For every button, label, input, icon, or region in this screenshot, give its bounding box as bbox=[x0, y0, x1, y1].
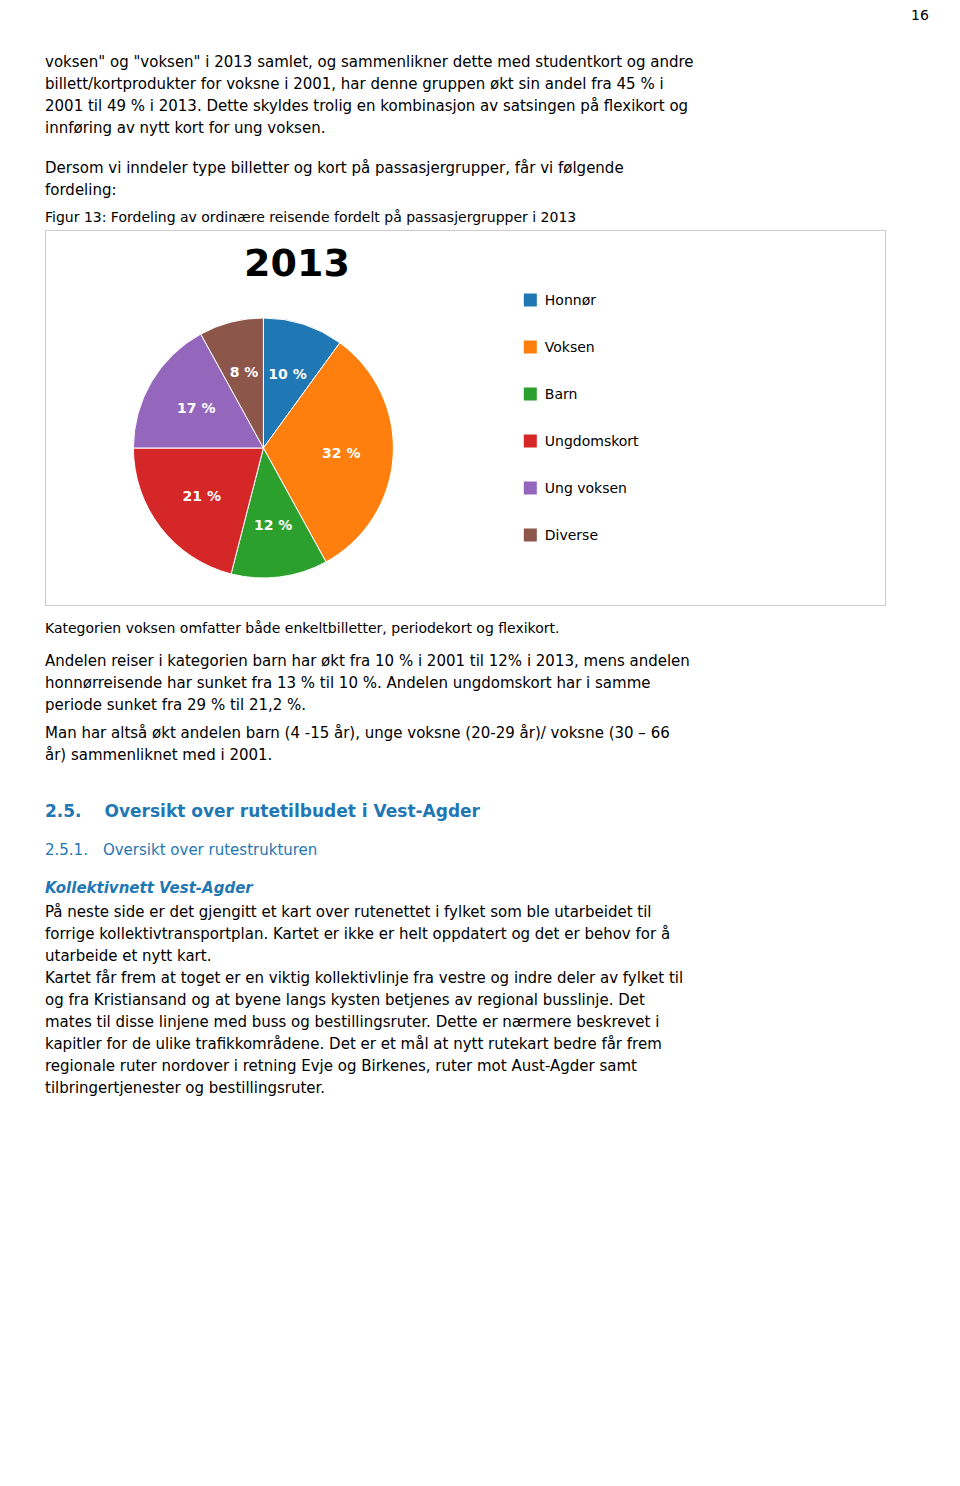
legend-label: Diverse bbox=[545, 527, 598, 543]
body-text: fordeling: bbox=[45, 181, 117, 199]
page: 16 voksen" og "voksen" i 2013 samlet, og … bbox=[0, 0, 960, 1486]
body-text: tilbringertjenester og bestillingsruter. bbox=[45, 1079, 325, 1097]
data-label: 32 % bbox=[322, 445, 360, 461]
pie-slice bbox=[133, 448, 263, 574]
figure-label: Figur 13: Fordeling av ordinære reisende… bbox=[45, 209, 576, 225]
data-label: 12 % bbox=[254, 517, 292, 533]
heading: Kollektivnett Vest-Agder bbox=[45, 879, 254, 897]
body-text: Man har altså økt andelen barn (4 -15 år… bbox=[45, 724, 670, 742]
legend-label: Ung voksen bbox=[545, 480, 627, 496]
legend-swatch bbox=[524, 388, 537, 401]
body-text: år) sammenliknet med i 2001. bbox=[45, 746, 272, 764]
pie-slice bbox=[201, 318, 264, 448]
legend-swatch bbox=[524, 341, 537, 354]
data-label: 10 % bbox=[268, 366, 306, 382]
legend-label: Voksen bbox=[545, 339, 595, 355]
body-text: honnørreisende har sunket fra 13 % til 1… bbox=[45, 674, 651, 692]
body-text: utarbeide et nytt kart. bbox=[45, 947, 211, 965]
legend-swatch bbox=[524, 482, 537, 495]
pie: 10 % 32 % 12 % 21 % 17 % 8 % bbox=[133, 318, 393, 578]
legend-swatch bbox=[524, 435, 537, 448]
data-label: 21 % bbox=[183, 488, 221, 504]
chart: 2013 10 % 32 % 12 % 21 % 17 % 8 % Honnør Voksen B… bbox=[133, 241, 639, 578]
body-text: regionale ruter nordover i retning Evje … bbox=[45, 1057, 637, 1075]
subsection-title: 2.5.1. Oversikt over rutestrukturen bbox=[45, 841, 317, 859]
body-text: mates til disse linjene med buss og best… bbox=[45, 1013, 659, 1031]
legend: Honnør Voksen Barn Ungdomskort Ung voksen Div… bbox=[524, 292, 639, 543]
body-text: periode sunket fra 29 % til 21,2 %. bbox=[45, 696, 306, 714]
caption: Kategorien voksen omfatter både enkeltbi… bbox=[45, 620, 559, 636]
chart-title: 2013 bbox=[244, 241, 350, 285]
body-text: billett/kortprodukter for voksne i 2001,… bbox=[45, 75, 664, 93]
body-text: og fra Kristiansand og at byene langs ky… bbox=[45, 991, 645, 1009]
legend-label: Barn bbox=[545, 386, 578, 402]
body-text: Andelen reiser i kategorien barn har økt… bbox=[45, 652, 690, 670]
body-text: kapitler for de ulike trafikkområdene. D… bbox=[45, 1035, 662, 1053]
body-text: forrige kollektivtransportplan. Kartet e… bbox=[45, 925, 670, 943]
legend-label: Ungdomskort bbox=[545, 433, 639, 449]
body-text: Kartet får frem at toget er en viktig ko… bbox=[45, 969, 683, 987]
legend-swatch bbox=[524, 294, 537, 307]
body-text: På neste side er det gjengitt et kart ov… bbox=[45, 903, 652, 921]
data-label: 17 % bbox=[177, 400, 215, 416]
chart-frame bbox=[46, 231, 886, 606]
page-number: 16 bbox=[911, 7, 929, 23]
body-text: voksen" og "voksen" i 2013 samlet, og sa… bbox=[45, 53, 694, 71]
data-label: 8 % bbox=[230, 364, 259, 380]
body-text: innføring av nytt kort for ung voksen. bbox=[45, 119, 325, 137]
body-text: Dersom vi inndeler type billetter og kor… bbox=[45, 159, 624, 177]
section-title: 2.5. Oversikt over rutetilbudet i Vest-A… bbox=[45, 801, 481, 821]
body-text: 2001 til 49 % i 2013. Dette skyldes trol… bbox=[45, 97, 688, 115]
legend-swatch bbox=[524, 529, 537, 542]
legend-label: Honnør bbox=[545, 292, 596, 308]
